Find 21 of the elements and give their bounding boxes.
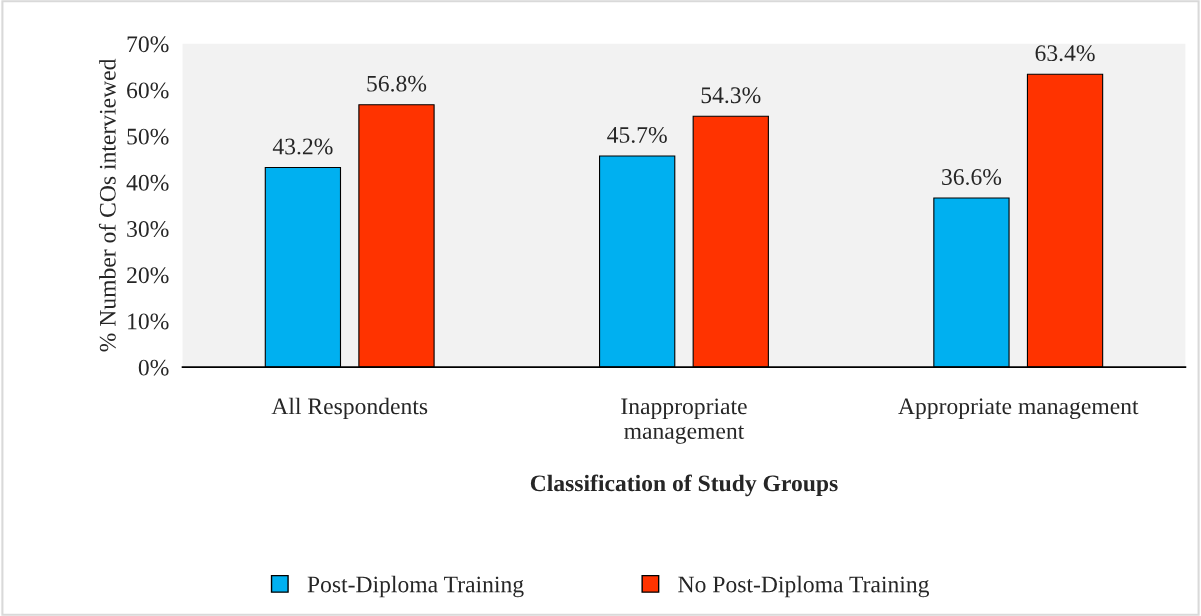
y-tick-label: 0%	[138, 359, 169, 376]
data-label: 45.7%	[607, 126, 667, 143]
y-axis-title: % Number of COs interviewed	[98, 58, 116, 352]
x-axis-title: Classification of Study Groups	[530, 474, 838, 497]
data-label: 43.2%	[272, 138, 333, 155]
y-tick-label: 50%	[127, 128, 169, 145]
y-tick-label: 30%	[127, 221, 169, 238]
x-tick-label: All Respondents	[271, 397, 428, 420]
legend-label: No Post-Diploma Training	[678, 575, 930, 598]
data-label: 56.8%	[367, 75, 427, 92]
y-tick-label: 70%	[127, 36, 169, 53]
legend-label: Post-Diploma Training	[307, 575, 524, 598]
x-tick-label: Inappropriate management	[621, 398, 747, 444]
y-tick-label: 20%	[127, 267, 169, 284]
y-tick-label: 40%	[126, 174, 169, 191]
data-label: 54.3%	[701, 87, 761, 104]
y-tick-label: 10%	[128, 313, 169, 330]
data-label: 36.6%	[942, 168, 1002, 186]
x-tick-label: Appropriate management	[898, 398, 1139, 420]
y-tick-label: 60%	[127, 82, 169, 99]
data-label: 63.4%	[1035, 45, 1095, 62]
